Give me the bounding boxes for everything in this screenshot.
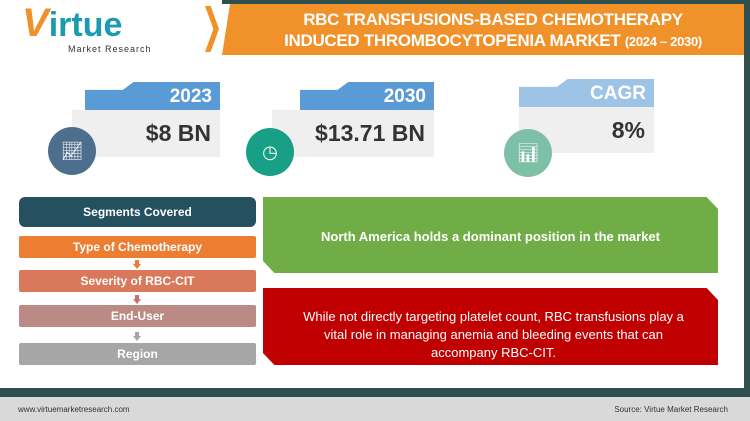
logo-word: irtue (48, 6, 123, 44)
stat-label-cagr: CAGR (519, 79, 654, 107)
footer: www.virtuemarketresearch.com Source: Vir… (0, 397, 750, 421)
segment-severity: Severity of RBC-CIT (19, 270, 256, 292)
title-line-2: INDUCED THROMBOCYTOPENIA MARKET (284, 31, 621, 50)
logo-letter: V (22, 1, 49, 45)
frame-right (744, 0, 750, 397)
stat-value-2023: $8 BN (72, 110, 220, 157)
frame-bottom (0, 388, 750, 397)
stat-label-2030: 2030 (300, 82, 434, 110)
frame-top (222, 0, 750, 4)
stat-value-2030: $13.71 BN (272, 110, 434, 157)
segment-region: Region (19, 343, 256, 365)
insight-rbc: While not directly targeting platelet co… (263, 288, 718, 365)
pie-chart-icon: ◷ (246, 128, 294, 176)
logo-tagline: Market Research (68, 44, 152, 54)
arrow-down-icon (133, 295, 141, 304)
title-years: (2024 – 2030) (624, 34, 702, 49)
segments-title: Segments Covered (19, 197, 256, 227)
insight-region: North America holds a dominant position … (263, 197, 718, 273)
footer-url[interactable]: www.virtuemarketresearch.com (18, 405, 130, 414)
line-chart-icon: 📈︎ (48, 127, 96, 175)
title-banner: RBC TRANSFUSIONS-BASED CHEMOTHERAPY INDU… (222, 4, 744, 55)
logo: Virtue Market Research (18, 1, 188, 56)
arrow-down-icon (133, 260, 141, 269)
footer-source: Source: Virtue Market Research (614, 405, 728, 414)
growth-chart-icon: 📊︎ (504, 129, 552, 177)
arrow-down-icon (133, 332, 141, 341)
segment-type-of-chemotherapy: Type of Chemotherapy (19, 236, 256, 258)
segment-end-user: End-User (19, 305, 256, 327)
stat-label-2023: 2023 (85, 82, 220, 110)
title-line-1: RBC TRANSFUSIONS-BASED CHEMOTHERAPY (303, 10, 683, 29)
logo-wordmark: Virtue (22, 1, 123, 45)
chevron-icon (205, 6, 219, 52)
